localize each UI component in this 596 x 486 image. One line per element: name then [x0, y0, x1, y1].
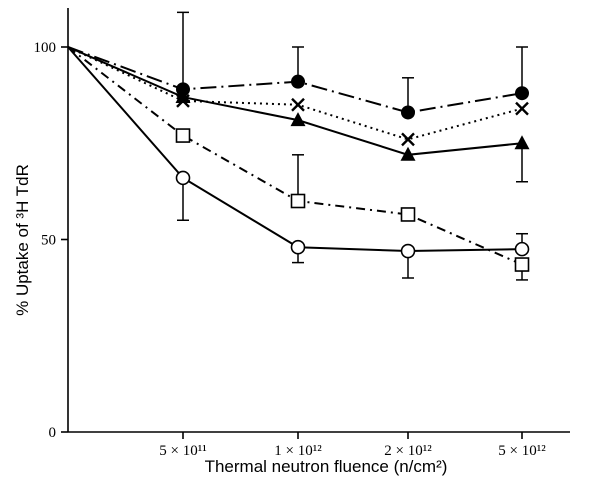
- y-ticks: 0 50 100: [34, 40, 68, 441]
- data-point-open-square: [400, 207, 416, 222]
- x-tick-label: 1 × 10¹²: [274, 443, 322, 459]
- x-tick-label: 2 × 10¹²: [384, 443, 432, 459]
- x-ticks: 5 × 10¹¹ 1 × 10¹² 2 × 10¹² 5 × 10¹²: [159, 432, 546, 459]
- data-point-filled-triangle: [290, 112, 306, 127]
- data-point-open-square: [290, 193, 306, 209]
- data-point-filled-triangle: [175, 89, 191, 104]
- data-point-filled-triangle: [400, 146, 416, 161]
- data-point-filled-circle: [515, 86, 529, 101]
- data-point-open-square: [175, 128, 191, 143]
- data-point-cross: [401, 132, 415, 147]
- series-line-cross: [67, 46, 523, 141]
- data-point-filled-circle: [401, 105, 415, 120]
- y-tick-label: 50: [41, 233, 56, 249]
- data-point-filled-circle: [291, 74, 305, 89]
- data-point-open-circle: [290, 239, 306, 255]
- cross-stroke: [291, 97, 305, 112]
- data-point-open-square: [514, 257, 530, 272]
- data-point-cross: [515, 101, 529, 116]
- axes: [67, 8, 570, 433]
- data-point-open-circle: [514, 241, 530, 257]
- x-axis-title: Thermal neutron fluence (n/cm²): [205, 457, 448, 476]
- y-tick-label: 0: [49, 425, 57, 441]
- cross-stroke: [515, 101, 529, 116]
- x-tick-label: 5 × 10¹¹: [159, 443, 206, 459]
- data-point-cross: [291, 97, 305, 112]
- cross-stroke: [401, 132, 415, 147]
- x-tick-label: 5 × 10¹²: [498, 443, 546, 459]
- y-tick-label: 100: [34, 40, 57, 56]
- data-point-filled-triangle: [514, 135, 530, 150]
- series-layer: [67, 11, 530, 281]
- y-axis-title: % Uptake of ³H TdR: [13, 164, 32, 316]
- data-point-open-circle: [400, 243, 416, 259]
- data-point-open-circle: [175, 170, 191, 186]
